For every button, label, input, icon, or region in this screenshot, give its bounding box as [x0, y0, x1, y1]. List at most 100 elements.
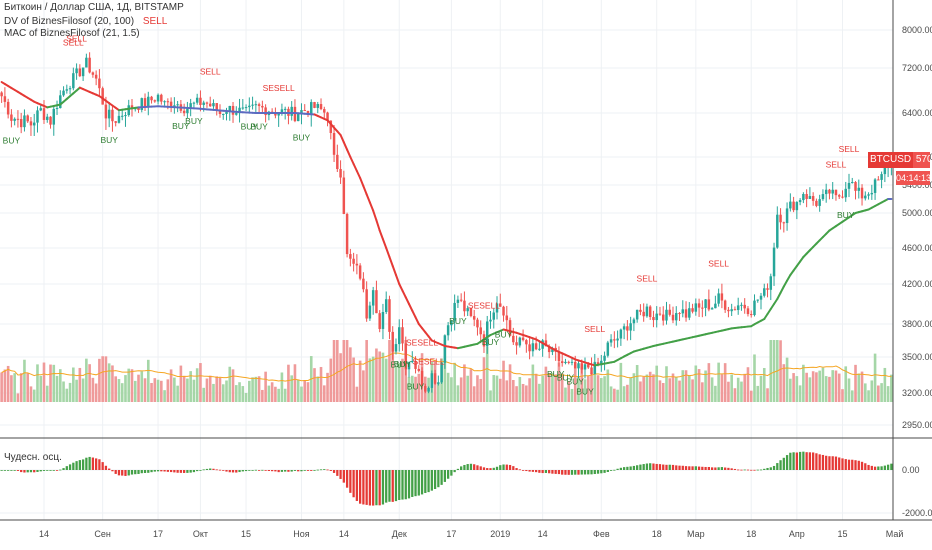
volume-bar	[52, 364, 56, 402]
oscillator-bar	[401, 470, 404, 500]
price-tick-label: 3800.00	[902, 319, 932, 329]
candle-body	[411, 360, 414, 363]
candle	[398, 319, 401, 352]
oscillator-bar	[173, 470, 176, 473]
oscillator-bar	[316, 469, 319, 471]
date-tick-label: 14	[39, 529, 49, 539]
volume-bar	[873, 353, 877, 402]
candle	[120, 109, 124, 121]
oscillator-bar	[746, 469, 750, 471]
volume-bar	[762, 368, 766, 402]
volume-bar	[192, 379, 196, 402]
oscillator-bar	[665, 464, 668, 470]
candle	[671, 306, 675, 324]
oscillator-bar	[143, 470, 147, 473]
candle	[10, 109, 13, 128]
candle-body	[492, 312, 495, 320]
candle-body	[661, 314, 665, 321]
volume-bar	[6, 365, 10, 402]
candle-body	[407, 362, 411, 370]
candle	[486, 315, 489, 354]
candle-body	[736, 305, 740, 310]
volume-bar	[101, 356, 104, 402]
volume-bar	[789, 378, 792, 402]
candle	[697, 298, 701, 317]
oscillator-bar	[313, 470, 316, 471]
candle-body	[365, 289, 368, 319]
oscillator-bar	[287, 470, 290, 472]
candle	[375, 280, 378, 314]
candle-body	[763, 288, 766, 296]
candle	[352, 252, 355, 272]
candle	[723, 299, 727, 313]
oscillator-legend[interactable]: Чудесн. осц.	[4, 452, 62, 464]
candle	[792, 196, 795, 213]
candle-body	[6, 101, 10, 115]
volume-bar	[342, 340, 346, 402]
ma-segment	[398, 283, 404, 292]
oscillator-bar	[603, 470, 606, 473]
volume-bar	[505, 380, 509, 402]
candle-body	[547, 346, 551, 353]
oscillator-bar	[411, 470, 414, 497]
oscillator-bar	[818, 454, 821, 470]
volume-bar	[886, 386, 890, 402]
candle	[593, 353, 597, 375]
volume-bar	[769, 340, 773, 402]
candle	[107, 102, 111, 128]
candle	[707, 289, 711, 312]
volume-bar	[697, 369, 701, 402]
candle-body	[111, 109, 114, 122]
candle	[675, 306, 678, 326]
volume-bar	[753, 354, 756, 402]
candle-body	[730, 309, 733, 312]
candle	[694, 298, 698, 316]
candle	[746, 306, 750, 317]
volume-bar	[580, 366, 584, 402]
candle	[828, 188, 831, 200]
candle-body	[691, 308, 694, 312]
volume-bar	[593, 361, 597, 402]
candle-body	[463, 300, 466, 312]
candle	[13, 117, 16, 126]
oscillator-bar	[372, 470, 375, 506]
volume-bar	[257, 376, 261, 402]
candle	[160, 93, 163, 105]
indicator-dv-legend[interactable]: DV of BiznesFilosof (20, 100) SELL	[4, 16, 167, 28]
candle-body	[202, 102, 205, 105]
volume-bar	[117, 379, 121, 402]
volume-bar	[538, 383, 541, 402]
candle-body	[326, 112, 329, 121]
oscillator-label: Чудесн. осц.	[4, 452, 62, 463]
volume-bar	[525, 385, 528, 402]
candle-body	[104, 104, 108, 119]
volume-bar	[642, 376, 645, 402]
candle-body	[668, 309, 671, 315]
oscillator-bar	[420, 470, 424, 495]
oscillator-bar	[629, 466, 632, 470]
volume-bar	[759, 375, 763, 402]
candle-body	[440, 362, 443, 383]
candle-body	[391, 331, 394, 352]
volume-bar	[401, 358, 404, 402]
volume-bar	[863, 383, 867, 402]
oscillator-tick-label: 0.00	[902, 465, 920, 475]
volume-bar	[541, 375, 544, 402]
oscillator-bar	[567, 470, 570, 475]
volume-bar	[349, 347, 352, 402]
candle-body	[257, 104, 261, 106]
candle	[124, 111, 127, 127]
candle-body	[358, 265, 362, 279]
volume-bar	[378, 351, 381, 402]
candle-body	[241, 107, 245, 109]
oscillator-bar	[95, 458, 98, 470]
volume-bar	[701, 382, 704, 402]
volume-bar	[508, 364, 512, 402]
indicator-mac-legend[interactable]: MAC of BiznesFilosof (21, 1.5)	[4, 28, 140, 40]
bar-countdown: 04:14:13	[896, 171, 932, 185]
oscillator-bar	[505, 464, 508, 470]
candle	[345, 212, 349, 258]
candle	[655, 306, 658, 328]
candle	[459, 293, 463, 303]
